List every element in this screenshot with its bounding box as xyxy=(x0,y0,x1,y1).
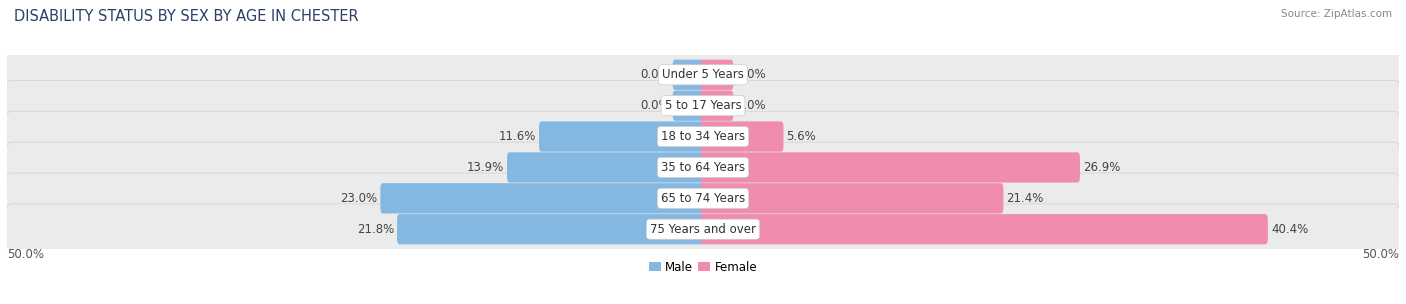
FancyBboxPatch shape xyxy=(700,121,783,152)
Text: 21.8%: 21.8% xyxy=(357,223,394,236)
Text: 35 to 64 Years: 35 to 64 Years xyxy=(661,161,745,174)
FancyBboxPatch shape xyxy=(381,183,706,213)
FancyBboxPatch shape xyxy=(396,214,706,244)
FancyBboxPatch shape xyxy=(6,142,1400,193)
Text: 50.0%: 50.0% xyxy=(1362,248,1399,261)
FancyBboxPatch shape xyxy=(672,91,706,121)
Text: 0.0%: 0.0% xyxy=(737,68,766,81)
Text: 21.4%: 21.4% xyxy=(1007,192,1043,205)
FancyBboxPatch shape xyxy=(672,60,706,90)
Text: 5 to 17 Years: 5 to 17 Years xyxy=(665,99,741,112)
FancyBboxPatch shape xyxy=(700,183,1004,213)
Text: 0.0%: 0.0% xyxy=(640,99,669,112)
FancyBboxPatch shape xyxy=(700,214,1268,244)
Text: 5.6%: 5.6% xyxy=(786,130,817,143)
Text: 13.9%: 13.9% xyxy=(467,161,503,174)
Text: 0.0%: 0.0% xyxy=(640,68,669,81)
FancyBboxPatch shape xyxy=(6,204,1400,254)
Text: Under 5 Years: Under 5 Years xyxy=(662,68,744,81)
Text: 23.0%: 23.0% xyxy=(340,192,377,205)
FancyBboxPatch shape xyxy=(700,152,1080,183)
FancyBboxPatch shape xyxy=(6,173,1400,224)
FancyBboxPatch shape xyxy=(6,111,1400,162)
Legend: Male, Female: Male, Female xyxy=(644,256,762,278)
FancyBboxPatch shape xyxy=(700,60,734,90)
Text: 40.4%: 40.4% xyxy=(1271,223,1308,236)
FancyBboxPatch shape xyxy=(508,152,706,183)
Text: 65 to 74 Years: 65 to 74 Years xyxy=(661,192,745,205)
FancyBboxPatch shape xyxy=(538,121,706,152)
FancyBboxPatch shape xyxy=(700,91,734,121)
Text: 0.0%: 0.0% xyxy=(737,99,766,112)
Text: 11.6%: 11.6% xyxy=(499,130,536,143)
Text: 75 Years and over: 75 Years and over xyxy=(650,223,756,236)
FancyBboxPatch shape xyxy=(6,50,1400,100)
FancyBboxPatch shape xyxy=(6,80,1400,131)
Text: 18 to 34 Years: 18 to 34 Years xyxy=(661,130,745,143)
Text: 26.9%: 26.9% xyxy=(1083,161,1121,174)
Text: DISABILITY STATUS BY SEX BY AGE IN CHESTER: DISABILITY STATUS BY SEX BY AGE IN CHEST… xyxy=(14,9,359,24)
Text: 50.0%: 50.0% xyxy=(7,248,44,261)
Text: Source: ZipAtlas.com: Source: ZipAtlas.com xyxy=(1281,9,1392,19)
